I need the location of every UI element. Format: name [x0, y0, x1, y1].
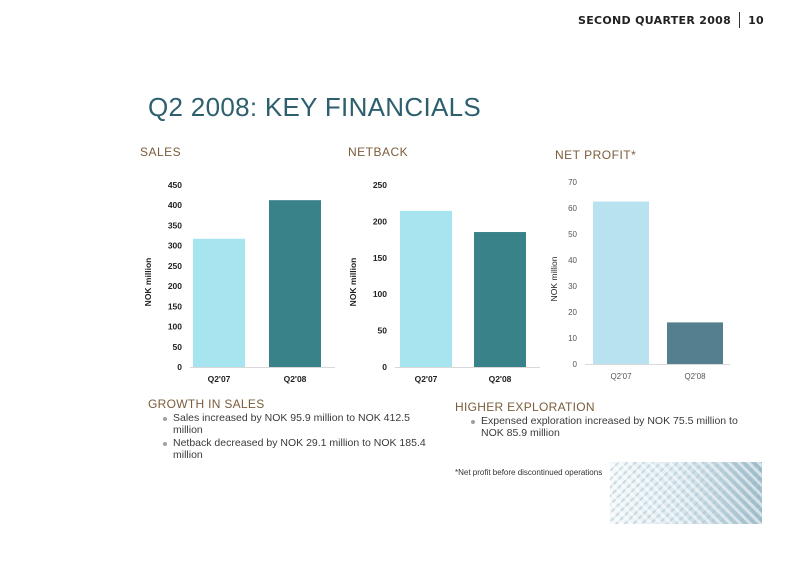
x-category-label: Q2'08 — [284, 374, 307, 384]
y-tick-label: 40 — [568, 256, 577, 265]
bar — [667, 322, 723, 364]
y-tick-label: 150 — [168, 301, 182, 311]
footnote: *Net profit before discontinued operatio… — [455, 468, 603, 477]
net-profit-chart-title: NET PROFIT* — [555, 148, 637, 162]
y-tick-label: 0 — [177, 362, 182, 372]
x-category-label: Q2'07 — [415, 374, 438, 384]
section-label: SECOND QUARTER 2008 — [577, 13, 732, 27]
x-category-label: Q2'08 — [684, 372, 706, 381]
bar — [193, 238, 245, 367]
y-axis-label: NOK million — [143, 258, 153, 307]
x-category-label: Q2'07 — [610, 372, 632, 381]
y-axis-label: NOK million — [549, 256, 559, 301]
growth-bullet: Sales increased by NOK 95.9 million to N… — [162, 412, 430, 436]
y-tick-label: 200 — [168, 281, 182, 291]
y-tick-label: 20 — [568, 308, 577, 317]
net-profit-chart: 0 10 20 30 40 50 60 70 NOK million Q2'07 Q2'08 — [549, 178, 730, 381]
y-tick-label: 300 — [168, 241, 182, 251]
slide-title: Q2 2008: KEY FINANCIALS — [148, 92, 482, 122]
exploration-bullet-list: Expensed exploration increased by NOK 75… — [470, 415, 740, 441]
y-tick-label: 70 — [568, 178, 577, 187]
bar — [474, 232, 526, 367]
x-category-label: Q2'08 — [489, 374, 512, 384]
y-tick-label: 150 — [373, 253, 387, 263]
y-tick-label: 400 — [168, 200, 182, 210]
exploration-heading: HIGHER EXPLORATION — [455, 400, 595, 414]
exploration-bullet: Expensed exploration increased by NOK 75… — [470, 415, 740, 439]
y-tick-label: 10 — [568, 334, 577, 343]
y-tick-label: 50 — [378, 326, 388, 336]
y-tick-label: 350 — [168, 220, 182, 230]
growth-bullet: Netback decreased by NOK 29.1 million to… — [162, 437, 430, 461]
netback-chart: 0 50 100 150 200 250 NOK million Q2'07 Q2'08 — [348, 180, 540, 384]
y-tick-label: 250 — [373, 180, 387, 190]
bar — [593, 201, 649, 364]
netback-chart-title: NETBACK — [348, 145, 409, 159]
y-tick-label: 60 — [568, 204, 577, 213]
y-tick-label: 100 — [168, 322, 182, 332]
x-category-label: Q2'07 — [208, 374, 231, 384]
header-divider — [739, 12, 741, 28]
sales-chart: 0 50 100 150 200 250 300 350 400 450 NOK million Q2… — [143, 180, 335, 384]
decorative-pattern — [610, 462, 762, 524]
y-tick-label: 0 — [382, 362, 387, 372]
y-tick-label: 250 — [168, 261, 182, 271]
growth-heading: GROWTH IN SALES — [148, 397, 265, 411]
y-tick-label: 50 — [568, 230, 577, 239]
bar — [400, 210, 452, 367]
growth-bullet-list: Sales increased by NOK 95.9 million to N… — [162, 412, 430, 463]
page-number: 10 — [748, 13, 764, 27]
y-axis-label: NOK million — [348, 258, 358, 307]
y-tick-label: 450 — [168, 180, 182, 190]
y-tick-label: 0 — [573, 360, 578, 369]
y-tick-label: 50 — [173, 342, 183, 352]
slide-header: SECOND QUARTER 2008 10 — [578, 12, 764, 28]
y-tick-label: 30 — [568, 282, 577, 291]
y-tick-label: 200 — [373, 216, 387, 226]
sales-chart-title: SALES — [140, 145, 182, 159]
y-tick-label: 100 — [373, 289, 387, 299]
bar — [269, 200, 321, 367]
